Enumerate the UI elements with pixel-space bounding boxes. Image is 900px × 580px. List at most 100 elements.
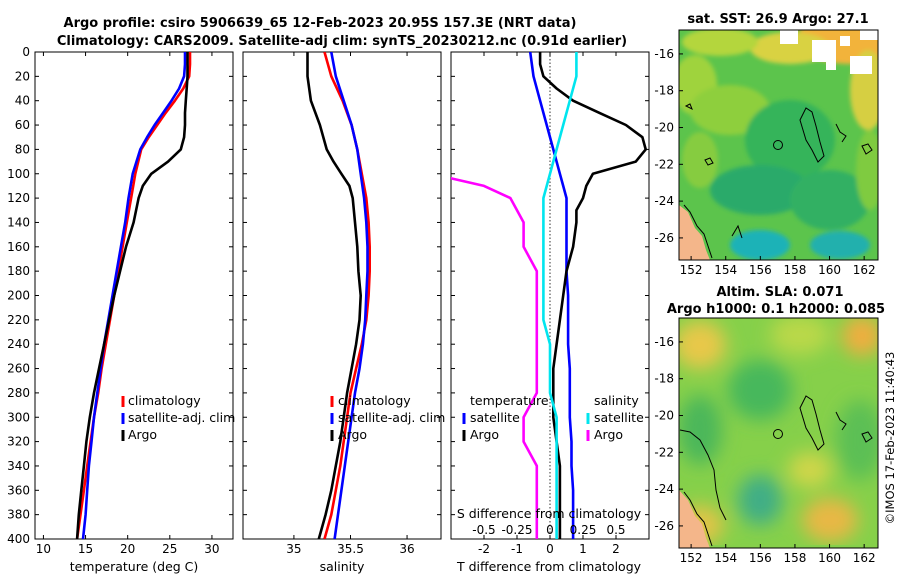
y-tick-label: 240 xyxy=(7,337,30,351)
sla-map xyxy=(679,318,878,548)
x-tick-label: 10 xyxy=(36,542,51,556)
s-diff-tick-label: 0.5 xyxy=(606,523,625,537)
x-tick-label: 35.5 xyxy=(337,542,364,556)
map-x-tick-label: 156 xyxy=(749,551,772,565)
legend-t-satellite-label: satellite xyxy=(470,410,520,425)
map-x-tick-label: 156 xyxy=(749,263,772,277)
temperature-xlabel: temperature (deg C) xyxy=(70,559,199,574)
legend-satellite-label: satellite-adj. clim xyxy=(128,410,235,425)
x-tick-label: 2 xyxy=(612,542,620,556)
s-diff-tick-label: -0.25 xyxy=(501,523,532,537)
map-x-tick-label: 162 xyxy=(853,551,876,565)
map-x-tick-label: 152 xyxy=(680,551,703,565)
x-tick-label: 25 xyxy=(162,542,177,556)
x-tick-label: 15 xyxy=(78,542,93,556)
difference-xlabel-top: S difference from climatology xyxy=(457,506,642,521)
sla-map-ticks: 152 154 156 158 160 162 -16 -18 -20 -22 -24 -26 xyxy=(654,335,875,565)
x-tick-label: 0 xyxy=(546,542,554,556)
sst-map-title: sat. SST: 26.9 Argo: 27.1 xyxy=(687,12,868,27)
legend-climatology-label: climatology xyxy=(128,393,201,408)
sst-map xyxy=(679,30,878,260)
x-tick-label: 1 xyxy=(579,542,587,556)
y-tick-label: 180 xyxy=(7,264,30,278)
s-diff-tick-label: 0.25 xyxy=(570,523,597,537)
series-line-salinity-argo xyxy=(451,177,539,539)
map-x-tick-label: 160 xyxy=(818,263,841,277)
map-x-tick-label: 158 xyxy=(783,551,806,565)
salinity-legend: climatology satellite-adj. clim Argo xyxy=(330,393,445,442)
difference-lines xyxy=(451,52,648,539)
map-y-tick-label: -26 xyxy=(654,519,674,533)
x-tick-label: 30 xyxy=(204,542,219,556)
map-y-tick-label: -26 xyxy=(654,231,674,245)
map-y-tick-label: -24 xyxy=(654,194,674,208)
x-tick-label: 20 xyxy=(120,542,135,556)
x-tick-label: -1 xyxy=(511,542,523,556)
y-tick-label: 120 xyxy=(7,191,30,205)
y-tick-label: 0 xyxy=(22,45,30,59)
difference-legend-temperature: temperature satellite Argo xyxy=(462,393,549,442)
map-y-tick-label: -18 xyxy=(654,372,674,386)
legend-argo-label: Argo xyxy=(338,427,367,442)
sla-map-title-line2: Argo h1000: 0.1 h2000: 0.085 xyxy=(667,302,885,317)
map-y-tick-label: -18 xyxy=(654,84,674,98)
series-line-satellite-adj-clim xyxy=(330,52,369,539)
map-y-tick-label: -16 xyxy=(654,47,674,61)
y-tick-label: 20 xyxy=(15,69,30,83)
x-tick-label: 35 xyxy=(286,542,301,556)
y-tick-label: 360 xyxy=(7,483,30,497)
y-tick-label: 340 xyxy=(7,459,30,473)
map-x-tick-label: 154 xyxy=(714,551,737,565)
legend-argo-label: Argo xyxy=(128,427,157,442)
y-tick-label: 260 xyxy=(7,362,30,376)
y-tick-label: 200 xyxy=(7,289,30,303)
y-tick-label: 320 xyxy=(7,435,30,449)
series-line-satellite-adj-clim xyxy=(81,52,187,539)
legend-t-argo-label: Argo xyxy=(470,427,499,442)
s-diff-tick-label: 0 xyxy=(546,523,554,537)
map-y-tick-label: -20 xyxy=(654,121,674,135)
map-y-tick-label: -22 xyxy=(654,157,674,171)
s-diff-tick-label: -0.5 xyxy=(472,523,495,537)
sla-map-title-line1: Altim. SLA: 0.071 xyxy=(717,285,844,300)
series-line-climatology xyxy=(323,52,372,539)
y-tick-label: 280 xyxy=(7,386,30,400)
x-tick-label: -2 xyxy=(478,542,490,556)
map-x-tick-label: 158 xyxy=(783,263,806,277)
map-x-tick-label: 154 xyxy=(714,263,737,277)
legend-s-argo-label: Argo xyxy=(594,427,623,442)
temperature-lines xyxy=(75,52,192,539)
map-y-tick-label: -20 xyxy=(654,409,674,423)
salinity-difference-ticks: -0.5 -0.25 0 0.25 0.5 xyxy=(472,523,625,537)
y-tick-label: 400 xyxy=(7,532,30,546)
map-x-tick-label: 162 xyxy=(853,263,876,277)
salinity-lines xyxy=(306,52,372,539)
map-y-tick-label: -22 xyxy=(654,445,674,459)
y-tick-label: 220 xyxy=(7,313,30,327)
difference-axis-ticks: -2 -1 0 1 2 xyxy=(451,51,649,556)
temperature-axis-ticks: 0 20 40 60 80 100 120 140 160 180 200 220 240 260 280 3… xyxy=(7,45,233,556)
x-tick-label: 36 xyxy=(399,542,414,556)
map-y-tick-label: -24 xyxy=(654,482,674,496)
y-tick-label: 140 xyxy=(7,215,30,229)
map-y-tick-label: -16 xyxy=(654,335,674,349)
difference-legend-salinity: salinity satellite Argo xyxy=(586,393,644,442)
series-line-climatology xyxy=(75,52,192,539)
sla-map-frame xyxy=(678,317,879,549)
series-line-salinity-satellite xyxy=(542,52,578,539)
legend-salinity-title: salinity xyxy=(594,393,639,408)
salinity-axis-ticks: 35 35.5 36 xyxy=(243,51,441,556)
figure-title-line2: Climatology: CARS2009. Satellite-adj cli… xyxy=(57,34,627,49)
imos-credit: ©IMOS 17-Feb-2023 11:40:43 xyxy=(883,352,897,525)
salinity-xlabel: salinity xyxy=(320,559,365,574)
y-tick-label: 160 xyxy=(7,240,30,254)
legend-s-satellite-label: satellite xyxy=(594,410,644,425)
y-tick-label: 300 xyxy=(7,410,30,424)
series-line-temperature-argo xyxy=(538,52,648,539)
sst-map-ticks: 152 154 156 158 160 162 -16 -18 -20 -22 -24 -26 xyxy=(654,47,875,277)
legend-temperature-title: temperature xyxy=(470,393,549,408)
salinity-panel xyxy=(242,51,442,540)
y-tick-label: 80 xyxy=(15,142,30,156)
y-tick-label: 380 xyxy=(7,508,30,522)
